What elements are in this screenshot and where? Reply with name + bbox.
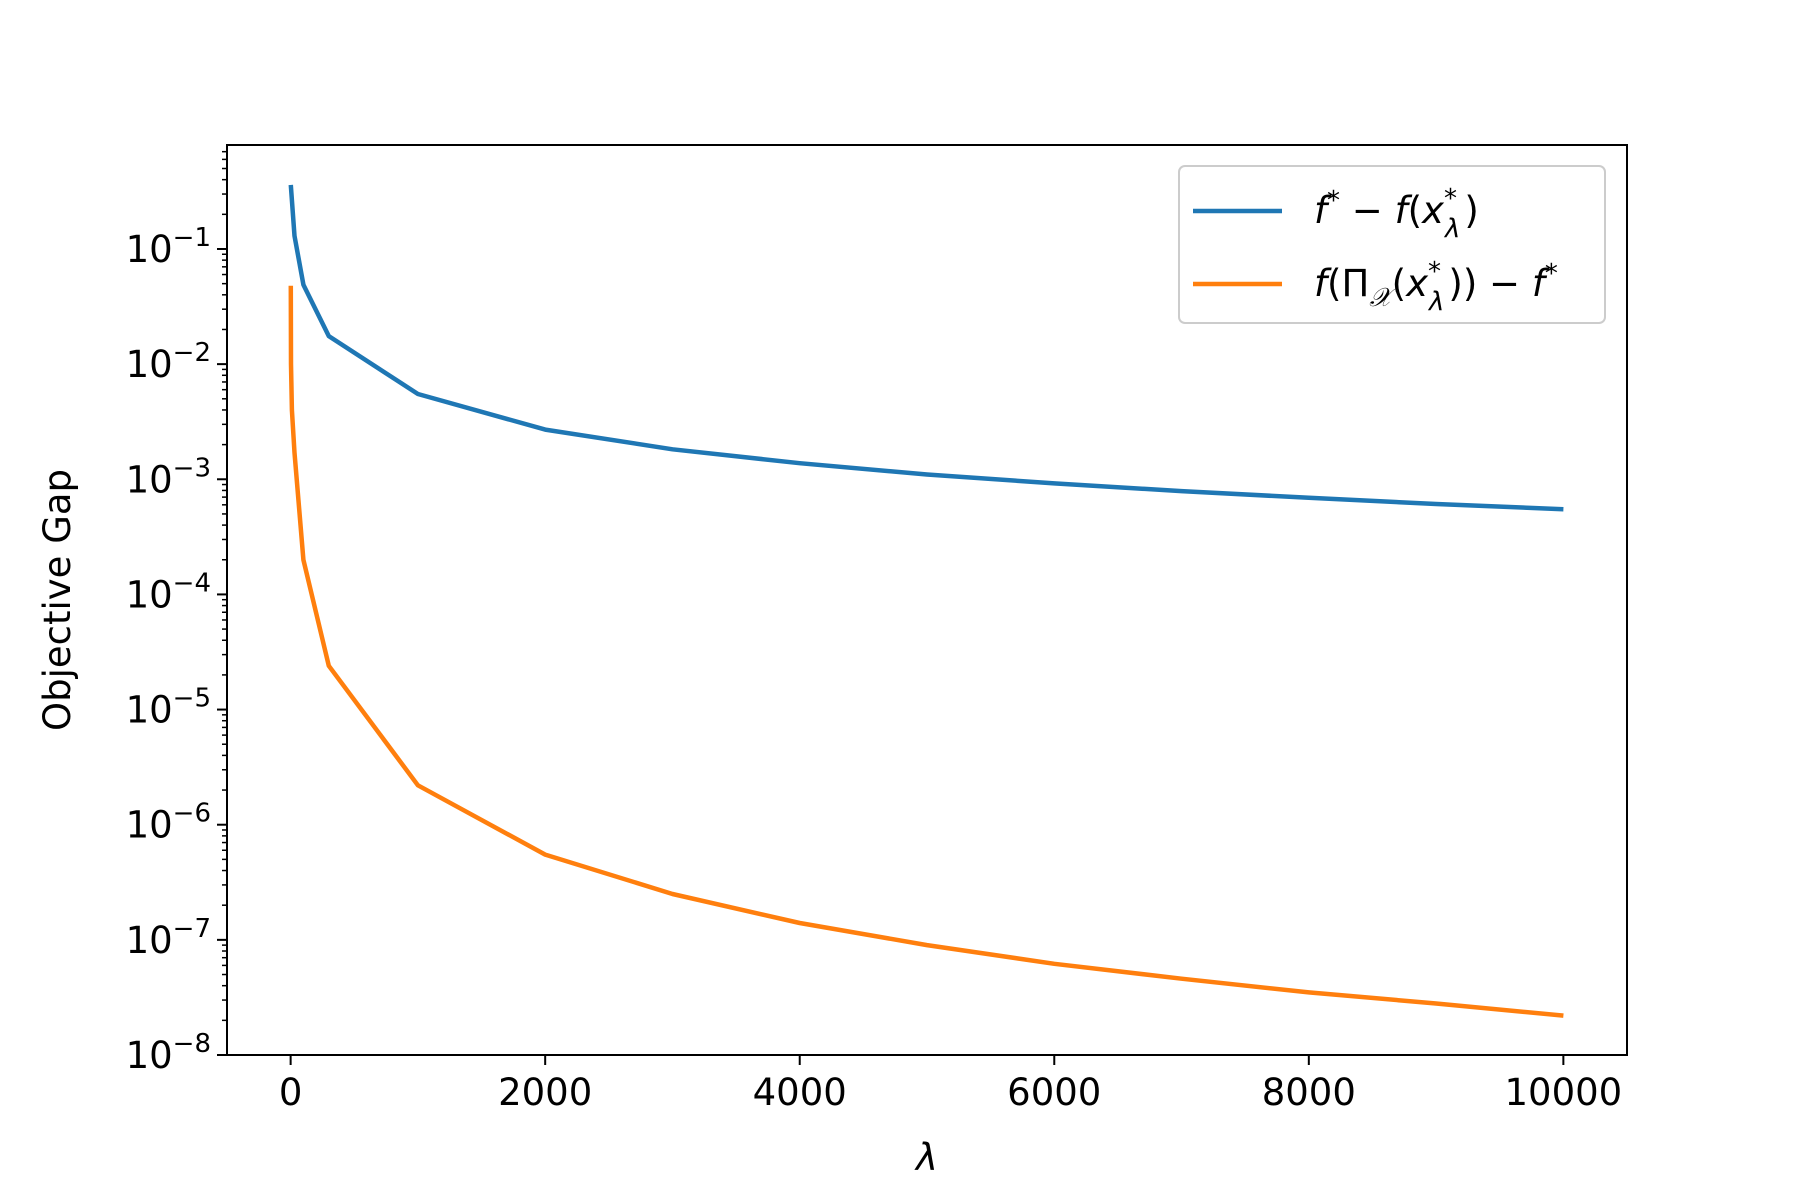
x-tick-label: 6000 — [1007, 1071, 1101, 1114]
y-tick-label: 10−1 — [126, 223, 211, 271]
x-axis: 0 2000 4000 6000 8000 10000 — [279, 1055, 1622, 1114]
x-tick-label: 0 — [279, 1071, 303, 1114]
y-tick-label: 10−4 — [126, 568, 211, 616]
y-tick-label: 10−8 — [126, 1029, 211, 1077]
series-line-1 — [288, 184, 1564, 512]
y-axis: 10−8 10−7 10−6 10−5 10−4 10−3 10−2 10−1 — [126, 150, 227, 1077]
y-tick-label: 10−5 — [126, 684, 211, 732]
x-tick-label: 2000 — [498, 1071, 592, 1114]
legend-box — [1178, 165, 1606, 324]
plot-area: 0 2000 4000 6000 8000 10000 10−810−710−610−51… — [126, 144, 1628, 1114]
series-layer — [288, 184, 1564, 1018]
x-tick-label: 4000 — [753, 1071, 847, 1114]
y-tick-label: 10−3 — [126, 453, 211, 501]
x-axis-title: λ — [914, 1136, 938, 1179]
y-tick-label: 10−2 — [126, 338, 211, 386]
x-tick-label: 10000 — [1505, 1071, 1623, 1114]
x-tick-label: 8000 — [1262, 1071, 1356, 1114]
y-tick-label: 10−7 — [126, 914, 211, 962]
legend: f* − f(x* λ)f(Π𝒳(x* λ)) − f* — [1178, 165, 1606, 324]
series-line-2 — [288, 285, 1564, 1018]
y-axis-title: Objective Gap — [36, 469, 79, 731]
legend-entry-2: f(Π𝒳(x* λ)) − f* — [1314, 257, 1558, 317]
y-tick-label: 10−6 — [126, 799, 211, 847]
